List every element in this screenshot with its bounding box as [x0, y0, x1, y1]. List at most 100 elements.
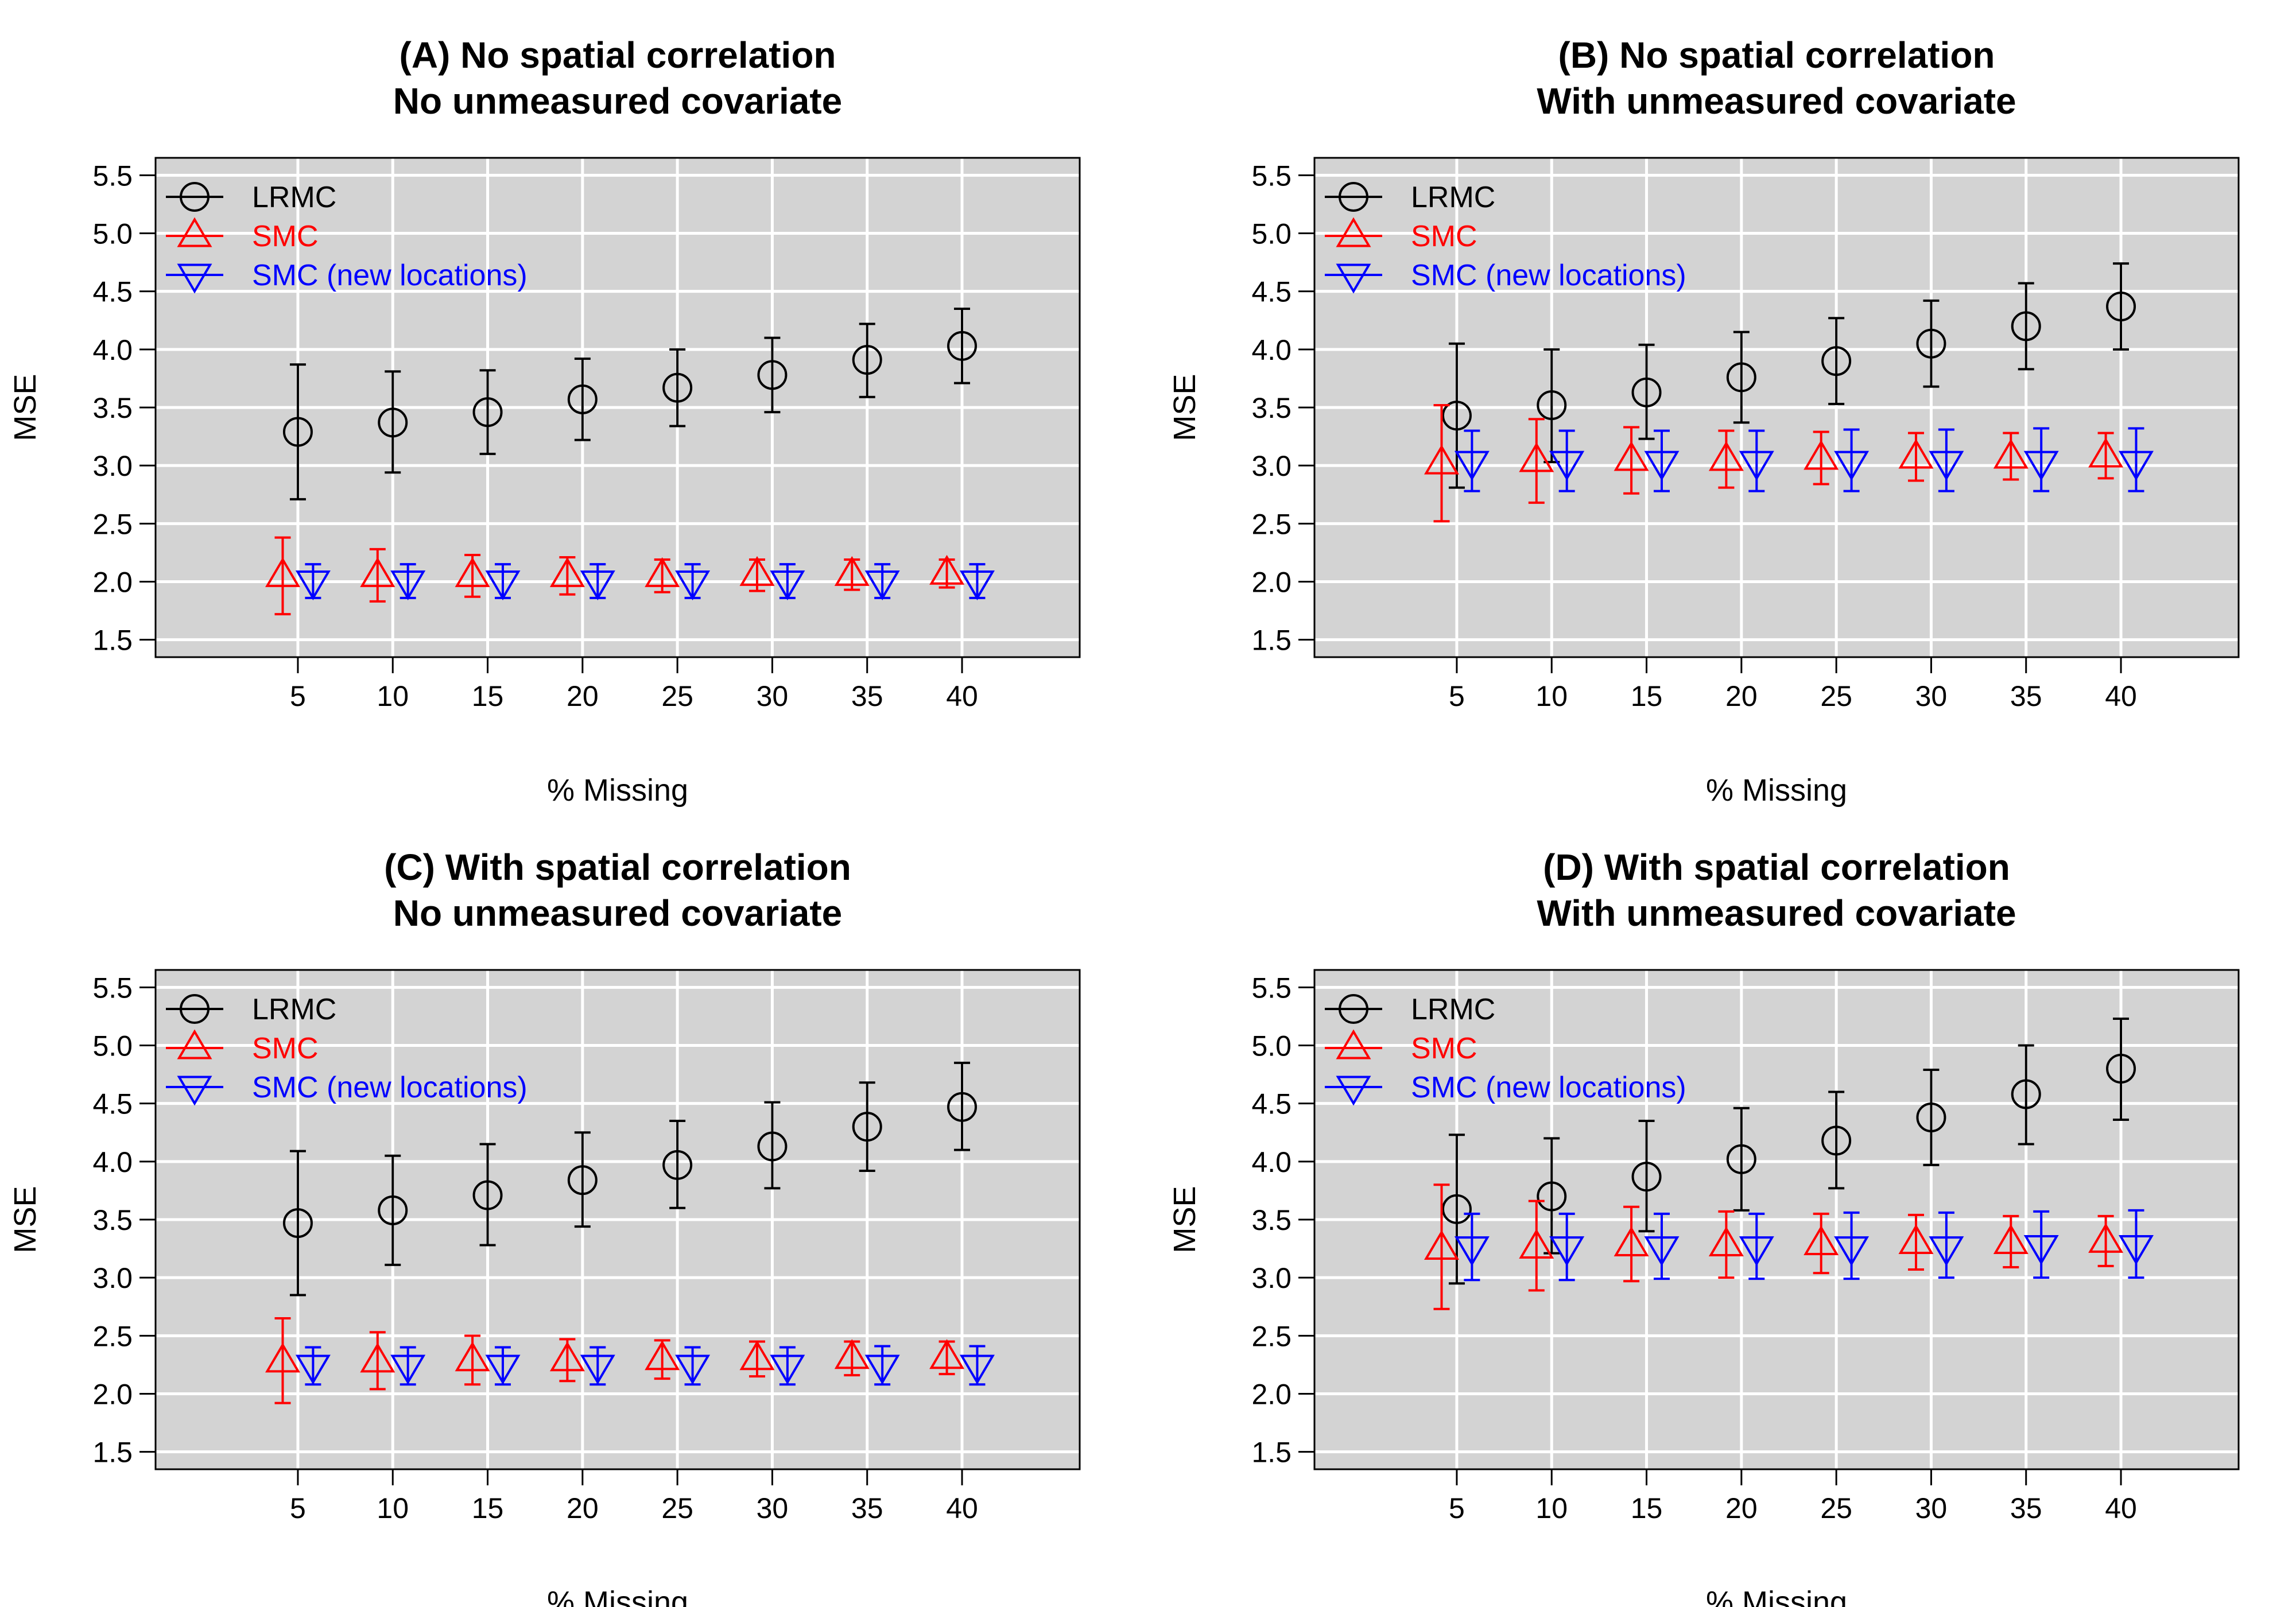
legend-label: LRMC	[252, 181, 336, 214]
data-point	[1739, 451, 1774, 481]
y-tick-label: 4.5	[92, 1088, 133, 1120]
data-point	[1424, 444, 1459, 475]
data-point	[485, 570, 521, 600]
y-tick-label: 2.0	[1251, 566, 1292, 598]
data-point	[662, 372, 693, 403]
legend-marker	[1336, 1076, 1371, 1106]
legend-marker	[180, 182, 210, 212]
data-point	[485, 1354, 521, 1385]
data-point	[852, 1112, 882, 1142]
data-point	[2088, 437, 2124, 468]
data-point	[1519, 442, 1554, 472]
panel-a: 5 10 15 20 25 30 35 40 1.5 2.0 2.5 3.0 3.5 4.0 4.5 5.0 5…	[8, 34, 1081, 808]
y-tick-label: 3.5	[1251, 392, 1292, 424]
legend-marker	[1336, 263, 1371, 294]
y-tick-label: 5.5	[1251, 160, 1292, 192]
legend-marker	[177, 263, 212, 294]
data-point	[852, 345, 882, 375]
data-point	[834, 1339, 870, 1369]
panel-subtitle: No unmeasured covariate	[393, 80, 843, 122]
data-point	[2118, 1235, 2154, 1266]
x-tick-label: 15	[472, 1492, 504, 1524]
x-tick-label: 25	[1820, 680, 1852, 712]
panel-b: 5 10 15 20 25 30 35 40 1.5 2.0 2.5 3.0 3.5 4.0 4.5 5.0 5…	[1168, 34, 2240, 808]
panel-subtitle: No unmeasured covariate	[393, 892, 843, 934]
data-point	[2023, 1235, 2059, 1266]
data-point	[1631, 377, 1662, 407]
data-point	[2088, 1222, 2124, 1253]
legend-label: SMC	[1411, 1032, 1477, 1065]
y-tick-label: 4.5	[1251, 276, 1292, 308]
legend: LRMC SMC SMC (new locations)	[1325, 993, 1686, 1106]
series-smc-new-locations	[295, 1345, 995, 1386]
data-point	[1898, 438, 1934, 469]
x-tick-label: 15	[1631, 680, 1663, 712]
legend-label: LRMC	[1411, 993, 1495, 1026]
y-tick-label: 3.0	[92, 450, 133, 482]
y-tick-label: 4.0	[1251, 1146, 1292, 1178]
data-point	[1726, 1144, 1756, 1174]
data-point	[2011, 311, 2041, 341]
y-tick-label: 2.5	[1251, 508, 1292, 540]
y-tick-label: 5.0	[92, 1030, 133, 1062]
data-point	[1424, 1230, 1459, 1260]
data-point	[549, 557, 585, 587]
y-tick-label: 1.5	[92, 624, 133, 657]
data-point	[282, 1208, 313, 1239]
y-axis-label: MSE	[8, 374, 42, 441]
data-point	[2118, 451, 2154, 481]
x-tick-label: 35	[851, 680, 883, 712]
y-tick-label: 5.5	[92, 160, 133, 192]
legend-label: LRMC	[252, 993, 336, 1026]
x-tick-label: 10	[1535, 680, 1568, 712]
data-point	[360, 557, 395, 587]
data-point	[1834, 451, 1870, 481]
data-point	[1441, 1194, 1472, 1224]
series-smc	[1424, 403, 2124, 523]
data-point	[834, 556, 870, 586]
legend-label: SMC (new locations)	[1411, 1071, 1686, 1104]
y-tick-label: 5.0	[92, 218, 133, 250]
data-point	[472, 397, 503, 428]
data-point	[455, 1341, 490, 1372]
x-tick-label: 5	[1449, 1492, 1465, 1524]
y-axis-label: MSE	[8, 1186, 42, 1253]
x-tick-label: 35	[2010, 680, 2042, 712]
data-point	[2106, 291, 2136, 321]
data-point	[455, 557, 490, 587]
x-axis-label: % Missing	[1706, 773, 1847, 808]
legend-label: LRMC	[1411, 181, 1495, 214]
panel-title: (A) No spatial correlation	[400, 34, 836, 76]
data-point	[1708, 441, 1744, 471]
data-point	[675, 570, 711, 600]
x-tick-label: 25	[661, 1492, 693, 1524]
series-lrmc	[282, 308, 978, 500]
data-point	[770, 1354, 805, 1385]
data-point	[567, 384, 598, 414]
series-smc	[265, 1317, 965, 1404]
y-tick-label: 3.0	[1251, 450, 1292, 482]
x-tick-label: 30	[757, 680, 789, 712]
data-point	[959, 570, 995, 600]
y-tick-label: 2.0	[1251, 1378, 1292, 1410]
data-point	[1929, 451, 1964, 481]
y-tick-label: 3.0	[1251, 1262, 1292, 1294]
panel-subtitle: With unmeasured covariate	[1537, 892, 2016, 934]
data-point	[2106, 1053, 2136, 1084]
y-tick-label: 2.5	[92, 1320, 133, 1352]
data-point	[757, 360, 788, 390]
legend-marker	[177, 1076, 212, 1106]
legend-label: SMC	[252, 1032, 319, 1065]
data-point	[1821, 346, 1852, 376]
legend-marker	[1336, 217, 1371, 247]
data-point	[675, 1354, 711, 1385]
data-point	[360, 1342, 395, 1373]
y-tick-label: 4.0	[1251, 334, 1292, 366]
y-tick-label: 2.0	[92, 566, 133, 598]
legend-marker	[177, 217, 212, 247]
data-point	[1537, 1181, 1567, 1212]
data-point	[1519, 1229, 1554, 1259]
data-point	[378, 407, 408, 438]
series-smc-new-locations	[1454, 427, 2154, 492]
